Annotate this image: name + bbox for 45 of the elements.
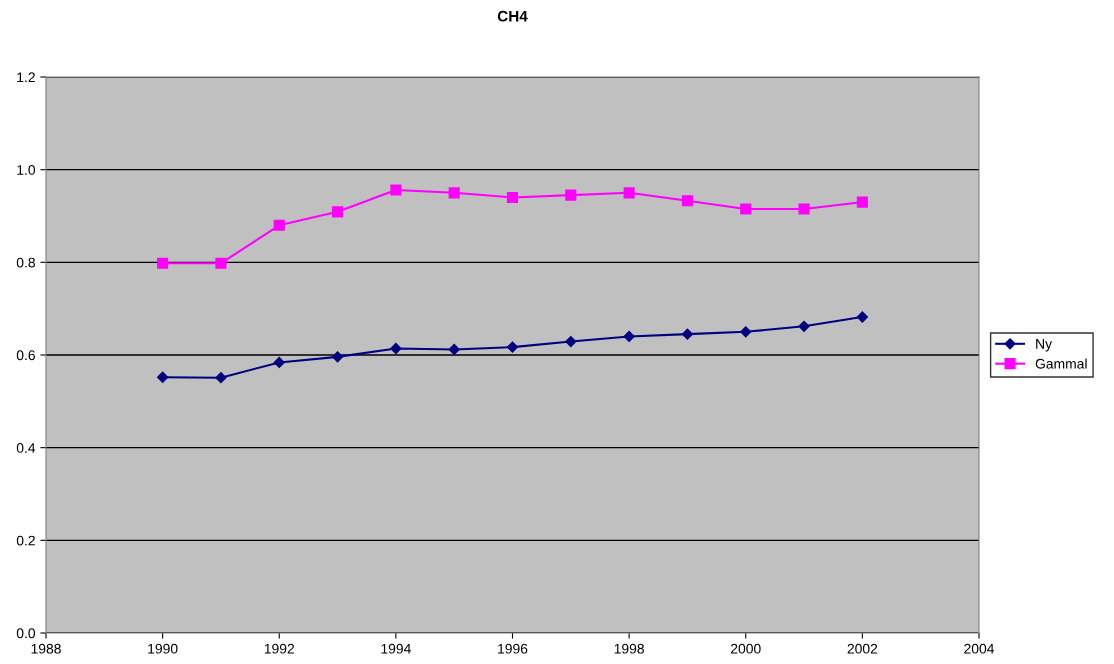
point (331, 351, 344, 363)
y-tick-label: 0.8 (16, 257, 35, 268)
point (798, 203, 810, 215)
point (506, 341, 519, 353)
point (157, 371, 169, 383)
point (448, 187, 460, 199)
x-tick-label: 1992 (264, 643, 294, 654)
chart-title: CH4 (497, 10, 528, 22)
point (740, 326, 752, 338)
point (273, 219, 285, 231)
x-tick-label: 1998 (614, 643, 644, 654)
point (856, 196, 868, 208)
y-tick-label: 0.6 (16, 350, 35, 361)
point (740, 203, 752, 215)
y-tick-label: 0.0 (16, 628, 36, 639)
point (215, 257, 227, 269)
x-tick-label: 1988 (31, 643, 61, 654)
legend-label: Gammal (1035, 358, 1087, 369)
point (215, 372, 227, 384)
x-tick-label: 2004 (964, 643, 995, 654)
x-tick-label: 1990 (148, 643, 178, 654)
x-tick-label: 2000 (731, 643, 761, 654)
y-tick-label: 0.4 (16, 443, 36, 453)
x-tick-label: 1996 (498, 643, 528, 654)
point (332, 206, 344, 218)
legend-label: Ny (1036, 339, 1052, 352)
point (448, 343, 460, 356)
point (681, 328, 694, 340)
x-tick-label: 2002 (847, 643, 878, 654)
y-tick-label: 1.0 (17, 165, 36, 175)
y-tick-label: 1.2 (17, 72, 35, 83)
point (565, 335, 577, 348)
point (565, 189, 577, 201)
point (623, 187, 635, 199)
point (798, 320, 810, 332)
point (681, 195, 693, 207)
point (157, 257, 169, 269)
point (856, 311, 868, 323)
point (390, 184, 402, 196)
point (623, 330, 635, 343)
y-tick-label: 0.2 (16, 535, 35, 546)
point (273, 356, 285, 369)
point (390, 342, 402, 355)
point (506, 191, 519, 204)
x-tick-label: 1994 (381, 643, 411, 654)
